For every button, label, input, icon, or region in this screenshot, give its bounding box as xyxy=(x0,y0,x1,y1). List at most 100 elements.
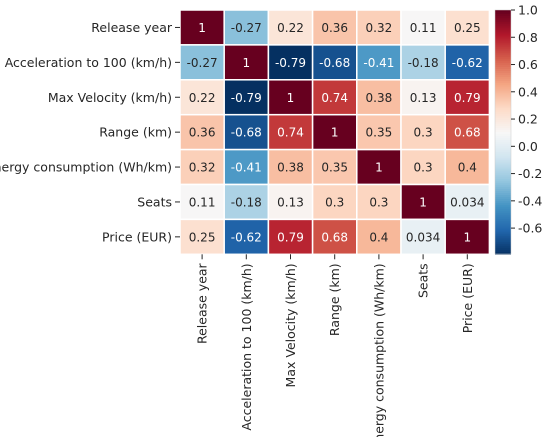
colorbar-segment xyxy=(495,48,511,52)
colorbar-segment xyxy=(495,142,511,145)
colorbar-segment xyxy=(495,79,511,82)
heatmap-cell xyxy=(311,218,358,256)
colorbar-segment xyxy=(495,132,511,135)
colorbar-segment xyxy=(495,103,511,107)
row-label: Acceleration to 100 (km/h) xyxy=(5,55,172,70)
cell-value-label: 0.3 xyxy=(325,195,344,209)
heatmap-cell xyxy=(400,218,446,256)
column-label: Release year xyxy=(195,262,210,344)
cell-value-label: 0.25 xyxy=(454,21,481,35)
colorbar-segment xyxy=(495,97,511,101)
heatmap-cell xyxy=(400,9,446,46)
colorbar-segment xyxy=(495,209,511,212)
colorbar-segment xyxy=(495,115,511,119)
colorbar-segment xyxy=(495,101,511,105)
cell-value-label: 0.11 xyxy=(189,195,216,209)
colorbar-segment xyxy=(495,111,511,115)
cell-value-label: 0.3 xyxy=(414,161,433,175)
colorbar-segment xyxy=(495,207,511,210)
cell-value-label: -0.41 xyxy=(363,56,394,70)
cell-value-label: 0.3 xyxy=(414,126,433,140)
heatmap-cell xyxy=(179,113,225,151)
colorbar-segment xyxy=(495,170,511,174)
colorbar-tick-label: -0.4 xyxy=(518,193,542,208)
colorbar-tick-label: 0.2 xyxy=(518,112,538,127)
cell-value-label: 0.11 xyxy=(410,21,437,35)
colorbar-segment xyxy=(495,75,511,78)
colorbar-segment xyxy=(495,66,511,70)
colorbar-segment xyxy=(495,87,511,90)
colorbar-segment xyxy=(495,162,511,166)
colorbar-segment xyxy=(495,197,511,200)
colorbar-segment xyxy=(495,164,511,168)
colorbar-segment xyxy=(495,109,511,113)
colorbar-segment xyxy=(495,195,511,198)
cell-value-label: 0.38 xyxy=(366,91,393,105)
cell-value-label: 0.36 xyxy=(321,21,348,35)
colorbar-segment xyxy=(495,174,511,178)
colorbar-segment xyxy=(495,211,511,214)
colorbar-tick-label: 0.4 xyxy=(518,84,538,99)
colorbar-segment xyxy=(495,73,511,76)
heatmap-cell xyxy=(444,79,491,116)
colorbar-segment xyxy=(495,32,511,35)
heatmap-cell xyxy=(444,218,491,256)
colorbar-segment xyxy=(495,24,511,27)
colorbar-segment xyxy=(495,105,511,109)
colorbar-segment xyxy=(495,85,511,88)
heatmap-cell xyxy=(444,183,491,221)
colorbar-segment xyxy=(495,223,511,227)
colorbar-segment xyxy=(495,119,511,123)
cell-value-label: 0.22 xyxy=(189,91,216,105)
colorbar-segment xyxy=(495,233,511,237)
colorbar-segment xyxy=(495,146,511,149)
colorbar-segment xyxy=(495,10,511,13)
cell-value-label: -0.68 xyxy=(231,126,262,140)
colorbar-segment xyxy=(495,217,511,221)
colorbar-segment xyxy=(495,52,511,56)
colorbar-segment xyxy=(495,95,511,99)
colorbar-segment xyxy=(495,225,511,229)
heatmap-cell xyxy=(267,79,314,116)
colorbar-segment xyxy=(495,121,511,125)
colorbar-segment xyxy=(495,89,511,92)
colorbar-segment xyxy=(495,158,511,162)
colorbar-segment xyxy=(495,150,511,153)
colorbar-segment xyxy=(495,193,511,196)
colorbar-segment xyxy=(495,123,511,127)
colorbar-segment xyxy=(495,50,511,54)
cell-value-label: 0.36 xyxy=(189,126,216,140)
colorbar-segment xyxy=(495,42,511,46)
cell-value-label: 0.32 xyxy=(366,21,393,35)
colorbar-segment xyxy=(495,64,511,68)
colorbar-segment xyxy=(495,58,511,62)
cell-value-label: -0.68 xyxy=(319,56,350,70)
colorbar-segment xyxy=(495,160,511,164)
cell-value-label: -0.27 xyxy=(187,56,218,70)
colorbar-segment xyxy=(495,77,511,80)
heatmap-cell xyxy=(179,183,225,221)
colorbar-segment xyxy=(495,138,511,141)
colorbar-segment xyxy=(495,237,511,241)
cell-value-label: -0.62 xyxy=(231,230,262,244)
colorbar-segment xyxy=(495,113,511,117)
colorbar-segment xyxy=(495,34,511,38)
heatmap-cell xyxy=(179,148,225,186)
colorbar-segment xyxy=(495,203,511,206)
colorbar: 1.0 0.8 0.6 0.4 0.2 0.0 -0.2 -0.4 -0.6 xyxy=(494,3,542,255)
colorbar-segment xyxy=(495,26,511,29)
cell-value-label: 1 xyxy=(287,91,295,105)
colorbar-segment xyxy=(495,156,511,160)
colorbar-segment xyxy=(495,91,511,94)
colorbar-segment xyxy=(495,99,511,103)
colorbar-tick-label: -0.6 xyxy=(518,221,542,236)
cell-value-label: 0.22 xyxy=(277,21,304,35)
colorbar-segment xyxy=(495,71,511,74)
colorbar-segment xyxy=(495,241,511,245)
colorbar-segment xyxy=(495,188,511,192)
colorbar-segment xyxy=(495,239,511,243)
colorbar-segment xyxy=(495,215,511,218)
colorbar-segment xyxy=(495,134,511,137)
colorbar-segment xyxy=(495,148,511,151)
colorbar-segment xyxy=(495,36,511,40)
